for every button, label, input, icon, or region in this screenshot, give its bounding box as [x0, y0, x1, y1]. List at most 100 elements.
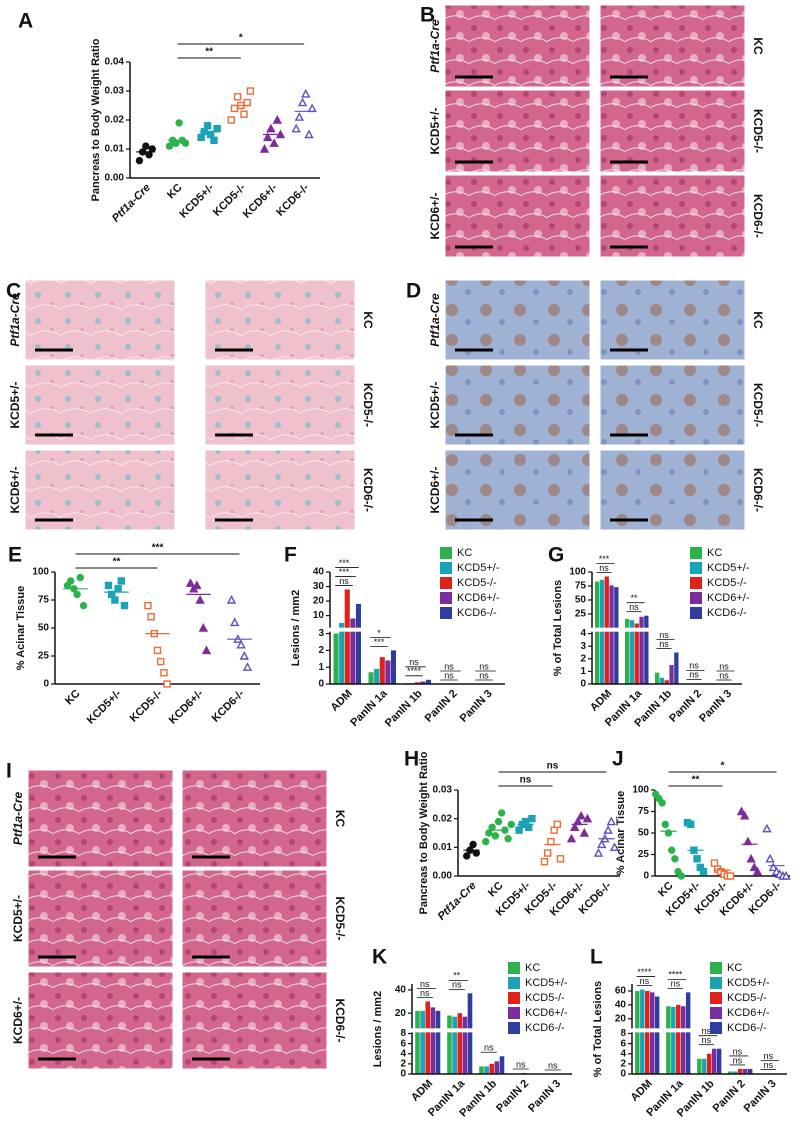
- significance-label: ns: [479, 661, 489, 671]
- row-label: KCD5+/-: [11, 895, 25, 942]
- panel-letter: J: [612, 748, 624, 771]
- data-point: [472, 849, 480, 857]
- bar: [747, 1068, 753, 1074]
- bar: [614, 587, 619, 684]
- data-point: [195, 595, 205, 604]
- row-label: KC: [751, 37, 765, 55]
- data-point: [746, 853, 756, 863]
- data-point: [148, 145, 156, 153]
- data-point: [749, 862, 759, 872]
- bar: [379, 657, 385, 684]
- data-point: [494, 817, 503, 826]
- bar: [707, 1053, 712, 1074]
- data-point: [269, 138, 279, 147]
- panel-letter: C: [6, 280, 21, 303]
- data-point: [687, 820, 695, 829]
- y-tick-label: 75: [38, 595, 50, 606]
- y-tick-label: 0.01: [433, 842, 453, 853]
- significance-label: **: [692, 775, 700, 786]
- data-point: [144, 601, 152, 610]
- bar: [420, 1010, 425, 1074]
- panel-letter: A: [18, 10, 33, 33]
- x-tick-label: KCD5+/-: [85, 687, 124, 726]
- bar: [489, 1063, 495, 1074]
- legend-swatch: [508, 992, 520, 1004]
- significance-label: ns: [764, 1051, 774, 1061]
- legend-label: KCD6-/-: [727, 1022, 767, 1034]
- data-point: [597, 839, 607, 849]
- row-label: KC: [333, 810, 347, 828]
- bar: [702, 1058, 707, 1074]
- row-label: KCD6-/-: [361, 468, 375, 512]
- y-tick-label: 2: [400, 1059, 406, 1070]
- panel-letter: L: [590, 946, 603, 969]
- data-point: [677, 872, 685, 880]
- data-point: [699, 868, 708, 876]
- axis-break: [586, 627, 742, 632]
- y-tick-label: 1: [318, 662, 324, 673]
- legend-swatch: [440, 592, 452, 604]
- legend-swatch: [440, 547, 452, 559]
- histology-image: [24, 364, 176, 446]
- bar: [680, 1006, 686, 1074]
- y-tick-label: 75: [575, 581, 587, 592]
- histology-image: [599, 449, 746, 531]
- y-axis-label: % of Total Lesions: [552, 580, 564, 676]
- significance-label: ns: [689, 661, 699, 671]
- significance-label: **: [205, 47, 213, 58]
- bar: [634, 623, 639, 684]
- histology-image: [181, 769, 328, 868]
- y-tick-label: 8: [400, 1028, 406, 1039]
- x-tick-label: PanIN 3: [697, 688, 734, 725]
- bar: [629, 620, 635, 684]
- significance-label: ns: [702, 1026, 712, 1036]
- x-tick-label: PanIN 2: [423, 688, 460, 725]
- legend-swatch: [508, 962, 520, 974]
- legend-label: KCD5-/-: [707, 577, 747, 589]
- data-point: [762, 823, 772, 833]
- legend-swatch: [690, 547, 702, 559]
- histology-image: [444, 174, 591, 258]
- bar: [420, 681, 426, 684]
- legend-swatch: [710, 1007, 722, 1019]
- data-point: [259, 144, 270, 153]
- data-point: [165, 142, 174, 150]
- significance-label: ns: [719, 670, 729, 680]
- data-point: [658, 799, 666, 807]
- histology-image: [181, 869, 328, 968]
- data-point: [227, 116, 235, 124]
- bar: [685, 992, 691, 1074]
- bar: [609, 585, 614, 684]
- significance-label: ns: [548, 1060, 558, 1070]
- bar: [484, 1066, 489, 1074]
- legend-label: KC: [525, 962, 540, 974]
- y-tick-label: 3: [580, 641, 586, 652]
- histology-image: [599, 4, 746, 88]
- axis-break: [626, 1028, 787, 1033]
- significance-label: ns: [702, 1035, 712, 1045]
- panel-letter: D: [406, 280, 421, 303]
- data-point: [210, 136, 218, 145]
- data-point: [66, 577, 75, 585]
- bar: [728, 1071, 733, 1074]
- row-label: KCD6-/-: [333, 999, 347, 1043]
- legend-label: KCD6+/-: [707, 592, 750, 604]
- row-label: KCD6+/-: [11, 997, 25, 1044]
- data-point: [175, 119, 183, 127]
- legend-label: KCD6+/-: [525, 1007, 568, 1019]
- legend-label: KCD5-/-: [727, 992, 767, 1004]
- x-tick-label: KCD6-/-: [210, 687, 247, 724]
- significance-label: ns: [671, 979, 681, 989]
- significance-label: ns: [719, 661, 729, 671]
- data-point: [114, 585, 122, 593]
- bar: [697, 1058, 702, 1074]
- bar: [447, 1015, 452, 1074]
- x-tick-label: KC: [656, 880, 676, 900]
- y-tick-label: 30: [313, 581, 325, 592]
- bar: [639, 616, 644, 684]
- significance-label: ns: [516, 1059, 526, 1069]
- data-point: [507, 820, 515, 829]
- significance-label: ***: [599, 554, 610, 564]
- panel-letter: B: [420, 4, 435, 27]
- y-tick-label: 2: [318, 645, 324, 656]
